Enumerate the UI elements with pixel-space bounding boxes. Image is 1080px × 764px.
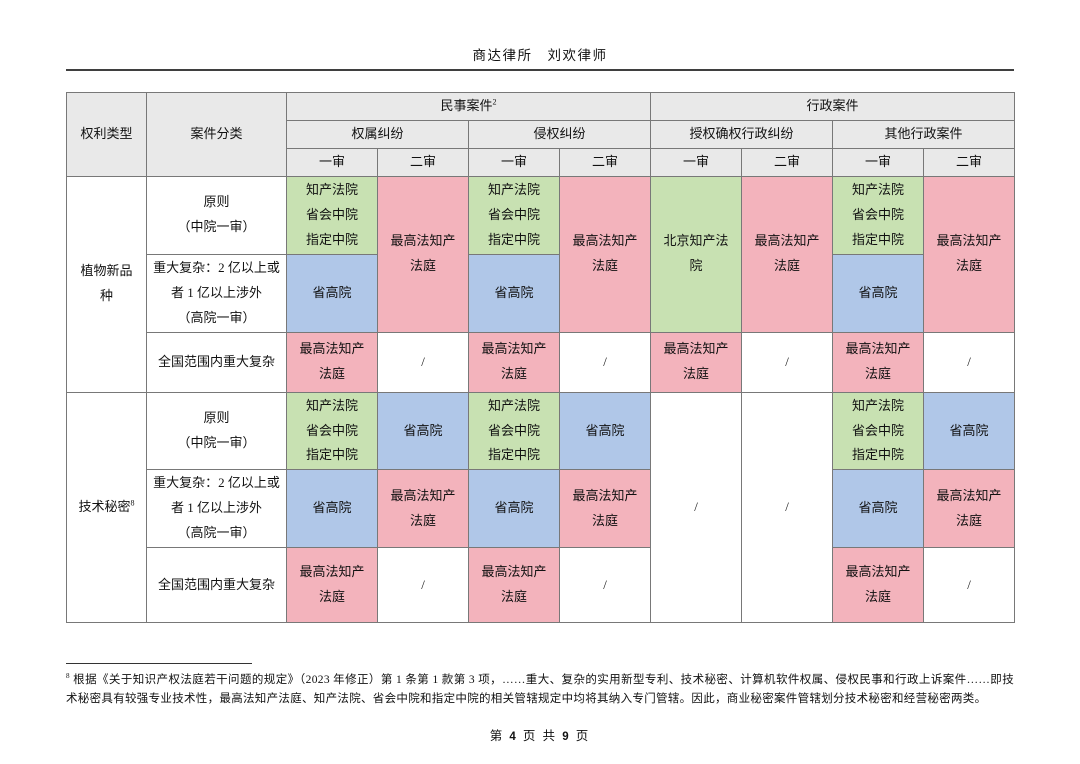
court-cell: / [923, 331, 1016, 393]
footnote-body: 根据《关于知识产权法庭若干问题的规定》（2023 年修正）第 1 条第 1 款第… [66, 674, 1014, 705]
court-cell: / [650, 391, 743, 624]
col-header-ownership-dispute: 权属纠纷 [286, 119, 469, 149]
court-cell: / [741, 391, 834, 624]
court-cell: 最高法知产 法庭 [558, 175, 652, 333]
header-divider [66, 69, 1014, 71]
court-cell: 最高法知产 法庭 [286, 547, 378, 624]
court-cell: / [377, 331, 469, 393]
court-cell: 知产法院 省会中院 指定中院 [468, 391, 560, 471]
court-cell: / [377, 547, 469, 624]
footnote-marker: 8 [66, 672, 70, 681]
col-header-admin-cases: 行政案件 [650, 92, 1016, 121]
court-cell: 最高法知产 法庭 [377, 469, 469, 549]
court-cell: 省高院 [558, 391, 652, 471]
court-cell: 省高院 [923, 391, 1016, 471]
col-header-second-instance: 二审 [923, 147, 1016, 177]
court-cell: 最高法知产 法庭 [377, 175, 469, 333]
court-cell: 最高法知产 法庭 [558, 469, 652, 549]
court-cell: 北京知产法 院 [650, 175, 743, 333]
col-header-first-instance: 一审 [650, 147, 743, 177]
page-number-prefix: 第 [489, 729, 505, 744]
right-type-cell: 技术秘密8 [66, 391, 147, 624]
col-header-first-instance: 一审 [468, 147, 560, 177]
col-header-case-category: 案件分类 [146, 92, 287, 177]
page-number-current: 4 [509, 731, 518, 744]
court-cell: 最高法知产 法庭 [741, 175, 834, 333]
court-cell: 知产法院 省会中院 指定中院 [832, 175, 925, 255]
col-header-civil-cases: 民事案件2 [285, 92, 652, 121]
document-page: 商达律所 刘欢律师 权利类型 案件分类 民事案件2 行政案件 权属纠纷 侵权纠纷… [66, 48, 1016, 744]
court-cell: 知产法院 省会中院 指定中院 [832, 391, 925, 471]
court-cell: 知产法院 省会中院 指定中院 [468, 175, 560, 255]
civil-footnote-marker: 2 [492, 97, 497, 107]
case-category-cell: 重大复杂：2 亿以上或 者 1 亿以上涉外 （高院一审） [146, 253, 287, 333]
case-category-cell: 全国范围内重大复杂 [146, 331, 287, 393]
col-header-authorization-dispute: 授权确权行政纠纷 [650, 119, 834, 149]
col-header-first-instance: 一审 [286, 147, 378, 177]
case-category-cell: 全国范围内重大复杂 [146, 547, 287, 624]
court-cell: 最高法知产 法庭 [286, 331, 378, 393]
col-header-second-instance: 二审 [377, 147, 469, 177]
court-cell: / [741, 331, 834, 393]
footnote-text: 8 根据《关于知识产权法庭若干问题的规定》（2023 年修正）第 1 条第 1 … [66, 671, 1014, 708]
court-cell: / [558, 331, 652, 393]
court-cell: 最高法知产 法庭 [832, 331, 925, 393]
court-cell: / [558, 547, 652, 624]
court-cell: 知产法院 省会中院 指定中院 [286, 391, 378, 471]
page-number-total: 9 [562, 731, 571, 744]
court-cell: 省高院 [468, 469, 560, 549]
col-header-right-type: 权利类型 [66, 92, 147, 177]
col-header-second-instance: 二审 [558, 147, 652, 177]
court-cell: 省高院 [832, 469, 925, 549]
col-header-other-admin: 其他行政案件 [832, 119, 1016, 149]
court-cell: / [923, 547, 1016, 624]
col-header-first-instance: 一审 [832, 147, 925, 177]
case-category-cell: 原则 （中院一审） [146, 391, 287, 471]
tech-secret-footnote-marker: 8 [130, 498, 135, 508]
right-type-cell: 植物新品 种 [66, 175, 147, 393]
col-header-second-instance: 二审 [741, 147, 834, 177]
tech-secret-label: 技术秘密 [78, 498, 131, 514]
court-cell: 最高法知产 法庭 [468, 547, 560, 624]
court-cell: 省高院 [468, 253, 560, 333]
page-number-mid: 页 共 [522, 729, 558, 744]
case-category-cell: 原则 （中院一审） [146, 175, 287, 255]
court-cell: 省高院 [832, 253, 925, 333]
page-number-suffix: 页 [575, 729, 591, 744]
page-header-title: 商达律所 刘欢律师 [472, 48, 608, 63]
court-cell: 最高法知产 法庭 [468, 331, 560, 393]
case-category-cell: 重大复杂：2 亿以上或 者 1 亿以上涉外 （高院一审） [146, 469, 287, 549]
court-cell: 最高法知产 法庭 [923, 175, 1016, 333]
court-cell: 最高法知产 法庭 [832, 547, 925, 624]
court-cell: 省高院 [286, 469, 378, 549]
col-header-infringement-dispute: 侵权纠纷 [467, 119, 652, 149]
footnote-separator [66, 663, 252, 665]
page-number: 第 4 页 共 9 页 [66, 725, 1014, 744]
court-cell: 最高法知产 法庭 [923, 469, 1016, 549]
civil-cases-label: 民事案件 [440, 98, 493, 113]
court-cell: 最高法知产 法庭 [650, 331, 743, 393]
court-cell: 省高院 [377, 391, 469, 471]
court-cell: 知产法院 省会中院 指定中院 [286, 175, 378, 255]
court-cell: 省高院 [286, 253, 378, 333]
jurisdiction-table: 权利类型 案件分类 民事案件2 行政案件 权属纠纷 侵权纠纷 授权确权行政纠纷 … [66, 92, 1016, 624]
